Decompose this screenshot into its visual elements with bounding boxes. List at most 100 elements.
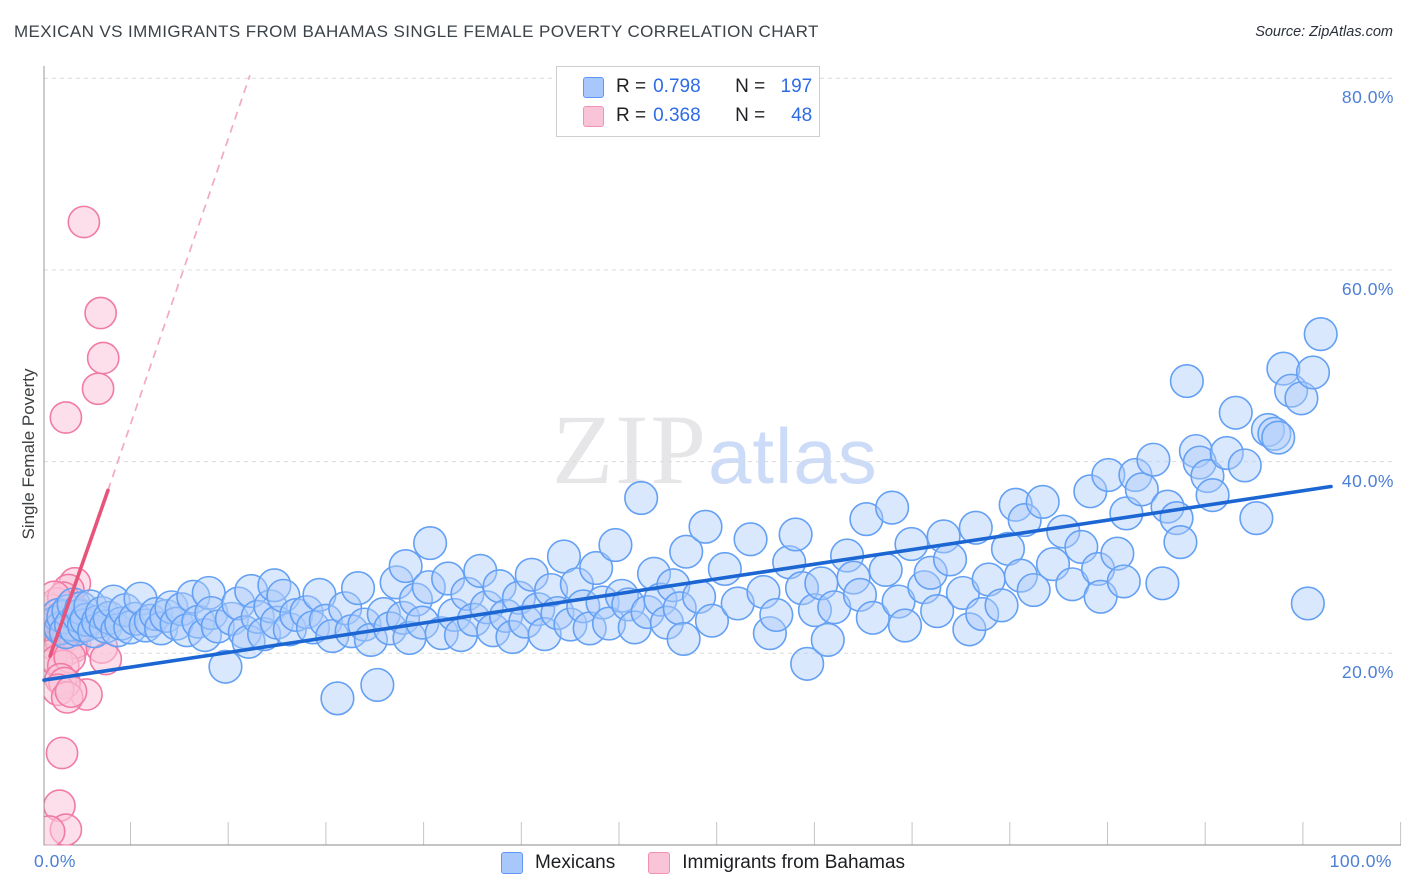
scatter-point-mexicans bbox=[868, 552, 903, 588]
scatter-point-mexicans bbox=[778, 517, 813, 552]
scatter-point-mexicans bbox=[388, 548, 423, 584]
y-tick-label: 20.0% bbox=[1341, 662, 1394, 683]
scatter-point-mexicans bbox=[1290, 586, 1325, 621]
scatter-point-bahamas bbox=[84, 296, 118, 330]
legend-item-label: Mexicans bbox=[534, 852, 616, 873]
series-legend: Mexicans Immigrants from Bahamas bbox=[0, 852, 1406, 874]
scatter-point-mexicans bbox=[1190, 458, 1225, 494]
n-label: N = bbox=[735, 76, 766, 97]
n-value-bahamas: 48 bbox=[791, 105, 813, 126]
scatter-point-mexicans bbox=[887, 608, 923, 643]
y-tick-label: 60.0% bbox=[1341, 278, 1394, 299]
scatter-point-mexicans bbox=[104, 606, 139, 641]
scatter-point-mexicans bbox=[836, 560, 871, 595]
scatter-point-mexicans bbox=[579, 550, 614, 586]
scatter-point-mexicans bbox=[1266, 351, 1301, 386]
y-tick-label: 80.0% bbox=[1341, 87, 1394, 108]
scatter-point-mexicans bbox=[1239, 501, 1274, 536]
scatter-point-mexicans bbox=[855, 600, 890, 635]
scatter-point-mexicans bbox=[100, 613, 135, 648]
scatter-point-mexicans bbox=[1227, 448, 1262, 483]
scatter-point-bahamas bbox=[49, 401, 83, 434]
scatter-point-mexicans bbox=[1046, 514, 1081, 549]
scatter-point-mexicans bbox=[533, 572, 569, 608]
scatter-point-mexicans bbox=[958, 510, 993, 545]
n-label: N = bbox=[735, 105, 766, 126]
scatter-point-mexicans bbox=[849, 502, 884, 537]
scatter-point-mexicans bbox=[1100, 536, 1135, 571]
r-label: R = bbox=[616, 105, 647, 126]
scatter-point-mexicans bbox=[669, 534, 704, 569]
scatter-point-bahamas bbox=[45, 736, 79, 770]
scatter-point-mexicans bbox=[208, 649, 243, 684]
scatter-point-mexicans bbox=[1025, 484, 1060, 519]
scatter-point-mexicans bbox=[1003, 558, 1038, 593]
source-attribution: Source: ZipAtlas.com bbox=[1255, 24, 1393, 40]
scatter-point-mexicans bbox=[1091, 457, 1126, 493]
correlation-legend-box: R = 0.798 N = 197 R = 0.368 N = 48 bbox=[556, 66, 820, 137]
scatter-point-mexicans bbox=[666, 621, 701, 657]
scatter-point-bahamas bbox=[81, 372, 115, 406]
x-tick-label-left: 0.0% bbox=[34, 851, 76, 871]
y-tick-label: 40.0% bbox=[1341, 470, 1394, 491]
y-axis-title: Single Female Poverty bbox=[19, 368, 38, 540]
scatter-point-mexicans bbox=[1284, 381, 1319, 416]
scatter-point-mexicans bbox=[413, 525, 448, 561]
scatter-point-bahamas bbox=[54, 675, 88, 709]
scatter-point-mexicans bbox=[340, 571, 376, 606]
mexicans-swatch-icon bbox=[583, 76, 604, 98]
scatter-point-mexicans bbox=[411, 570, 446, 605]
scatter-point-mexicans bbox=[246, 617, 282, 652]
legend-item-bahamas: Immigrants from Bahamas bbox=[648, 852, 905, 874]
scatter-point-mexicans bbox=[1303, 317, 1338, 352]
r-value-mexicans: 0.798 bbox=[653, 76, 701, 97]
scatter-point-mexicans bbox=[320, 681, 355, 716]
legend-row-bahamas: R = 0.368 N = 48 bbox=[583, 104, 819, 128]
scatter-point-bahamas bbox=[86, 341, 120, 375]
scatter-point-mexicans bbox=[1150, 489, 1185, 524]
scatter-point-mexicans bbox=[1163, 525, 1198, 560]
bahamas-trendline bbox=[48, 488, 110, 658]
scatter-point-mexicans bbox=[965, 596, 1000, 632]
scatter-point-mexicans bbox=[984, 588, 1019, 623]
scatter-point-mexicans bbox=[932, 542, 968, 577]
n-value-mexicans: 197 bbox=[780, 76, 813, 97]
legend-item-mexicans: Mexicans bbox=[500, 852, 616, 874]
scatter-point-mexicans bbox=[1261, 420, 1296, 455]
scatter-point-bahamas bbox=[44, 815, 66, 846]
scatter-point-mexicans bbox=[1106, 564, 1141, 599]
scatter-point-mexicans bbox=[1016, 572, 1051, 608]
scatter-point-mexicans bbox=[398, 582, 434, 617]
scatter-point-mexicans bbox=[424, 616, 459, 651]
scatter-point-mexicans bbox=[759, 597, 794, 633]
scatter-point-mexicans bbox=[662, 591, 697, 626]
scatter-point-mexicans bbox=[1295, 355, 1331, 390]
scatter-point-mexicans bbox=[875, 490, 910, 525]
scatter-point-mexicans bbox=[790, 646, 825, 681]
scatter-point-mexicans bbox=[624, 480, 659, 516]
scatter-point-mexicans bbox=[810, 622, 845, 657]
scatter-point-mexicans bbox=[1209, 435, 1244, 471]
scatter-point-mexicans bbox=[527, 617, 562, 652]
scatter-point-mexicans bbox=[920, 594, 955, 629]
legend-item-label: Immigrants from Bahamas bbox=[682, 852, 906, 873]
bahamas-swatch-icon bbox=[583, 105, 604, 127]
scatter-point-mexicans bbox=[257, 568, 292, 603]
scatter-point-mexicans bbox=[643, 582, 678, 617]
x-tick-label-right: 100.0% bbox=[1329, 851, 1392, 871]
page-title: MEXICAN VS IMMIGRANTS FROM BAHAMAS SINGL… bbox=[14, 22, 819, 41]
scatter-point-mexicans bbox=[913, 555, 948, 590]
scatter-point-mexicans bbox=[1218, 395, 1253, 430]
mexicans-trendline bbox=[42, 484, 1333, 682]
r-label: R = bbox=[616, 76, 647, 97]
scatter-point-mexicans bbox=[688, 509, 723, 544]
scatter-point-mexicans bbox=[1136, 442, 1171, 477]
mexicans-swatch-icon bbox=[500, 852, 523, 874]
scatter-point-mexicans bbox=[187, 617, 222, 653]
scatter-point-mexicans bbox=[546, 539, 582, 574]
bahamas-swatch-icon bbox=[648, 852, 671, 874]
scatter-points-layer bbox=[44, 205, 1338, 846]
scatter-point-mexicans bbox=[1007, 502, 1042, 538]
